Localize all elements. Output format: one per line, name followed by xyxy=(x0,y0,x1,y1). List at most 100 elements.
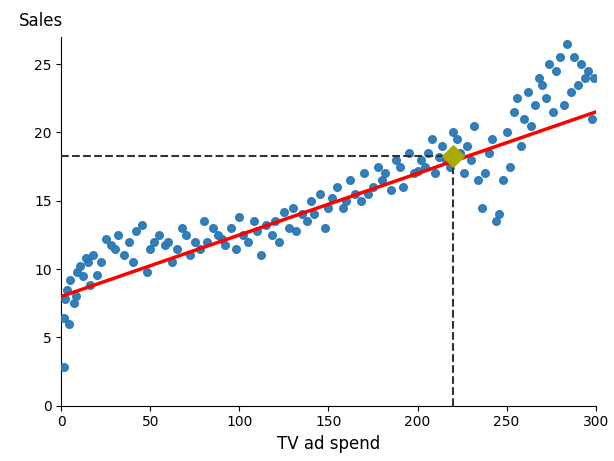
Point xyxy=(220,241,230,248)
Point xyxy=(314,190,324,198)
Point xyxy=(341,197,351,205)
Point xyxy=(172,245,182,252)
Point xyxy=(416,156,426,164)
Point xyxy=(448,152,458,160)
Point xyxy=(274,238,284,245)
Point xyxy=(350,190,360,198)
Point xyxy=(434,154,444,161)
Point xyxy=(589,74,599,82)
Point xyxy=(345,177,355,184)
Point xyxy=(297,211,307,218)
Point xyxy=(430,170,440,177)
Point xyxy=(203,238,212,245)
Point xyxy=(163,238,173,245)
Point xyxy=(327,195,337,202)
Point xyxy=(386,186,396,194)
Point xyxy=(484,149,494,157)
Point xyxy=(491,218,501,225)
Point xyxy=(84,259,93,266)
Point xyxy=(213,231,223,239)
Point xyxy=(131,227,141,235)
Point xyxy=(262,222,271,229)
Point xyxy=(494,211,504,218)
Point xyxy=(199,218,209,225)
Point xyxy=(577,60,586,68)
Point xyxy=(60,296,70,303)
Point xyxy=(333,183,343,191)
Point xyxy=(476,204,486,211)
Point xyxy=(480,170,490,177)
Point xyxy=(583,67,593,75)
Point xyxy=(498,177,508,184)
Point xyxy=(438,142,448,150)
Point xyxy=(569,53,579,61)
Point xyxy=(266,231,276,239)
Point xyxy=(587,115,597,123)
Point xyxy=(124,238,134,245)
Point xyxy=(459,170,468,177)
Point xyxy=(185,252,195,259)
Point xyxy=(456,149,465,157)
Point xyxy=(64,320,74,327)
Point xyxy=(306,197,316,205)
Point xyxy=(404,149,414,157)
Point xyxy=(284,225,294,232)
Point xyxy=(243,238,254,245)
Point xyxy=(195,245,205,252)
Point xyxy=(128,259,138,266)
Point xyxy=(505,163,515,170)
Point xyxy=(85,282,95,289)
Point xyxy=(381,170,391,177)
Point xyxy=(231,245,241,252)
Point xyxy=(534,74,543,82)
Point xyxy=(395,163,405,170)
Point xyxy=(62,286,72,293)
Point xyxy=(146,245,155,252)
Point xyxy=(466,156,476,164)
Point xyxy=(473,177,483,184)
Point xyxy=(488,136,497,143)
Point xyxy=(288,204,298,211)
Point xyxy=(502,129,511,136)
X-axis label: TV ad spend: TV ad spend xyxy=(277,435,380,453)
Point xyxy=(413,167,422,174)
Point xyxy=(562,40,572,47)
Point xyxy=(452,136,462,143)
Point xyxy=(149,238,159,245)
Point xyxy=(155,231,165,239)
Point xyxy=(398,183,408,191)
Point xyxy=(537,81,547,89)
Point xyxy=(167,259,177,266)
Point xyxy=(226,225,236,232)
Point xyxy=(106,241,116,248)
Point xyxy=(555,53,565,61)
Point xyxy=(420,163,430,170)
Text: Sales: Sales xyxy=(18,12,63,30)
Point xyxy=(249,218,258,225)
Point xyxy=(256,252,266,259)
Point xyxy=(448,129,458,136)
Point xyxy=(309,211,319,218)
Point xyxy=(238,231,248,239)
Point xyxy=(545,60,554,68)
Point xyxy=(573,81,583,89)
Point xyxy=(160,241,169,248)
Point xyxy=(88,252,98,259)
Point xyxy=(516,142,526,150)
Point xyxy=(72,268,82,276)
Point xyxy=(509,108,519,116)
Point xyxy=(92,271,102,278)
Point xyxy=(441,156,451,164)
Point xyxy=(559,101,569,109)
Point xyxy=(527,122,537,130)
Point xyxy=(181,231,191,239)
Point xyxy=(462,142,472,150)
Point xyxy=(114,231,123,239)
Point xyxy=(217,236,227,243)
Point xyxy=(409,170,419,177)
Point xyxy=(58,364,68,371)
Point xyxy=(208,225,218,232)
Point xyxy=(302,218,312,225)
Point xyxy=(363,190,373,198)
Point xyxy=(292,227,301,235)
